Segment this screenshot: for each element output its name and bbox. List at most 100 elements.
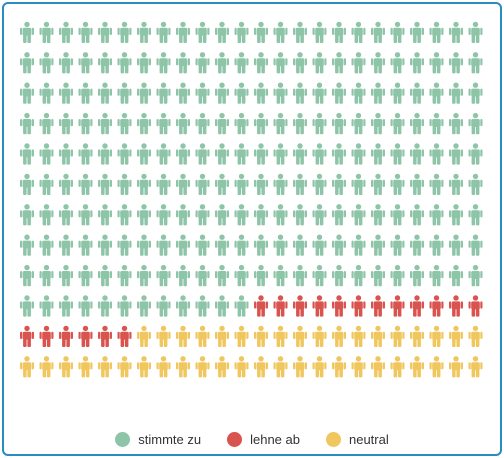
person-icon-stimmte-zu-69 — [429, 82, 444, 104]
person-icon-stimmte-zu-109 — [273, 143, 288, 165]
person-icon-stimmte-zu-48 — [20, 82, 34, 104]
person-icon-stimmte-zu-46 — [449, 52, 463, 74]
person-icon-stimmte-zu-75 — [78, 112, 93, 135]
person-icon-lehne-ab-236 — [410, 295, 424, 317]
person-icon-neutral-252 — [254, 325, 268, 347]
person-icon-stimmte-zu-206 — [293, 264, 307, 287]
pictogram-chart — [20, 21, 483, 378]
person-icon-stimmte-zu-106 — [215, 143, 229, 165]
person-icon-stimmte-zu-187 — [390, 234, 405, 256]
person-icon-stimmte-zu-2 — [59, 21, 73, 43]
person-icon-neutral-269 — [117, 356, 132, 378]
person-icon-neutral-255 — [312, 325, 327, 347]
person-icon-stimmte-zu-5 — [117, 21, 132, 43]
person-icon-lehne-ab-242 — [59, 325, 73, 347]
person-icon-stimmte-zu-31 — [156, 52, 171, 74]
person-icon-stimmte-zu-65 — [351, 82, 366, 104]
person-icon-neutral-276 — [254, 356, 268, 378]
person-icon-stimmte-zu-103 — [156, 143, 171, 165]
person-icon-stimmte-zu-193 — [39, 264, 54, 287]
person-icon-stimmte-zu-145 — [39, 204, 54, 226]
person-icon-lehne-ab-234 — [371, 295, 385, 317]
person-icon-stimmte-zu-59 — [234, 82, 249, 104]
person-icon-stimmte-zu-160 — [332, 204, 346, 226]
person-icon-neutral-277 — [273, 356, 288, 378]
person-icon-neutral-278 — [293, 356, 307, 378]
person-icon-stimmte-zu-49 — [39, 82, 54, 104]
person-icon-stimmte-zu-177 — [195, 234, 210, 256]
person-icon-stimmte-zu-179 — [234, 234, 249, 256]
person-icon-stimmte-zu-205 — [273, 264, 288, 287]
person-icon-stimmte-zu-89 — [351, 112, 366, 135]
person-icon-stimmte-zu-41 — [351, 52, 366, 74]
person-icon-stimmte-zu-66 — [371, 82, 385, 104]
person-icon-stimmte-zu-117 — [429, 143, 444, 165]
person-icon-stimmte-zu-86 — [293, 112, 307, 135]
person-icon-stimmte-zu-204 — [254, 264, 268, 287]
person-icon-stimmte-zu-36 — [254, 52, 268, 74]
person-icon-stimmte-zu-153 — [195, 204, 210, 226]
person-icon-stimmte-zu-141 — [429, 173, 444, 195]
person-icon-stimmte-zu-98 — [59, 143, 73, 165]
person-icon-stimmte-zu-33 — [195, 52, 210, 74]
person-icon-stimmte-zu-180 — [254, 234, 268, 256]
person-icon-stimmte-zu-100 — [98, 143, 112, 165]
person-icon-stimmte-zu-94 — [449, 112, 463, 135]
person-icon-stimmte-zu-127 — [156, 173, 171, 195]
person-icon-stimmte-zu-150 — [137, 204, 151, 226]
person-icon-neutral-250 — [215, 325, 229, 347]
person-icon-stimmte-zu-10 — [215, 21, 229, 43]
person-icon-stimmte-zu-156 — [254, 204, 268, 226]
person-icon-stimmte-zu-197 — [117, 264, 132, 287]
person-icon-stimmte-zu-27 — [78, 52, 93, 74]
person-icon-stimmte-zu-221 — [117, 295, 132, 317]
person-icon-stimmte-zu-149 — [117, 204, 132, 226]
person-icon-neutral-256 — [332, 325, 346, 347]
person-icon-stimmte-zu-113 — [351, 143, 366, 165]
person-icon-neutral-266 — [59, 356, 73, 378]
person-icon-stimmte-zu-136 — [332, 173, 346, 195]
person-icon-stimmte-zu-32 — [176, 52, 190, 74]
person-icon-stimmte-zu-131 — [234, 173, 249, 195]
person-icon-neutral-254 — [293, 325, 307, 347]
person-icon-neutral-280 — [332, 356, 346, 378]
person-icon-stimmte-zu-213 — [429, 264, 444, 287]
person-icon-stimmte-zu-184 — [332, 234, 346, 256]
person-icon-stimmte-zu-203 — [234, 264, 249, 287]
legend-item-stimmte-zu: stimmte zu — [115, 431, 201, 447]
person-icon-stimmte-zu-162 — [371, 204, 385, 226]
person-icon-stimmte-zu-60 — [254, 82, 268, 104]
person-icon-stimmte-zu-186 — [371, 234, 385, 256]
person-icon-stimmte-zu-51 — [78, 82, 93, 104]
person-icon-stimmte-zu-159 — [312, 204, 327, 226]
person-icon-stimmte-zu-76 — [98, 112, 112, 135]
person-icon-stimmte-zu-83 — [234, 112, 249, 135]
person-icon-stimmte-zu-151 — [156, 204, 171, 226]
legend-swatch-stimmte-zu — [115, 431, 131, 447]
person-icon-neutral-264 — [20, 356, 34, 378]
person-icon-stimmte-zu-43 — [390, 52, 405, 74]
legend-swatch-lehne-ab — [227, 431, 243, 447]
person-icon-stimmte-zu-170 — [59, 234, 73, 256]
person-icon-stimmte-zu-219 — [78, 295, 93, 317]
person-icon-stimmte-zu-148 — [98, 204, 112, 226]
person-icon-stimmte-zu-224 — [176, 295, 190, 317]
person-icon-stimmte-zu-67 — [390, 82, 405, 104]
person-icon-stimmte-zu-108 — [254, 143, 268, 165]
person-icon-neutral-285 — [429, 356, 444, 378]
person-icon-stimmte-zu-138 — [371, 173, 385, 195]
person-icon-stimmte-zu-158 — [293, 204, 307, 226]
person-icon-lehne-ab-233 — [351, 295, 366, 317]
person-icon-stimmte-zu-215 — [468, 264, 483, 287]
person-icon-stimmte-zu-14 — [293, 21, 307, 43]
person-icon-stimmte-zu-143 — [468, 173, 483, 195]
person-icon-neutral-265 — [39, 356, 54, 378]
person-icon-neutral-253 — [273, 325, 288, 347]
person-icon-stimmte-zu-26 — [59, 52, 73, 74]
person-icon-stimmte-zu-132 — [254, 173, 268, 195]
person-icon-stimmte-zu-8 — [176, 21, 190, 43]
legend-label-lehne-ab: lehne ab — [250, 431, 300, 447]
person-icon-stimmte-zu-212 — [410, 264, 424, 287]
person-icon-stimmte-zu-128 — [176, 173, 190, 195]
person-icon-stimmte-zu-220 — [98, 295, 112, 317]
